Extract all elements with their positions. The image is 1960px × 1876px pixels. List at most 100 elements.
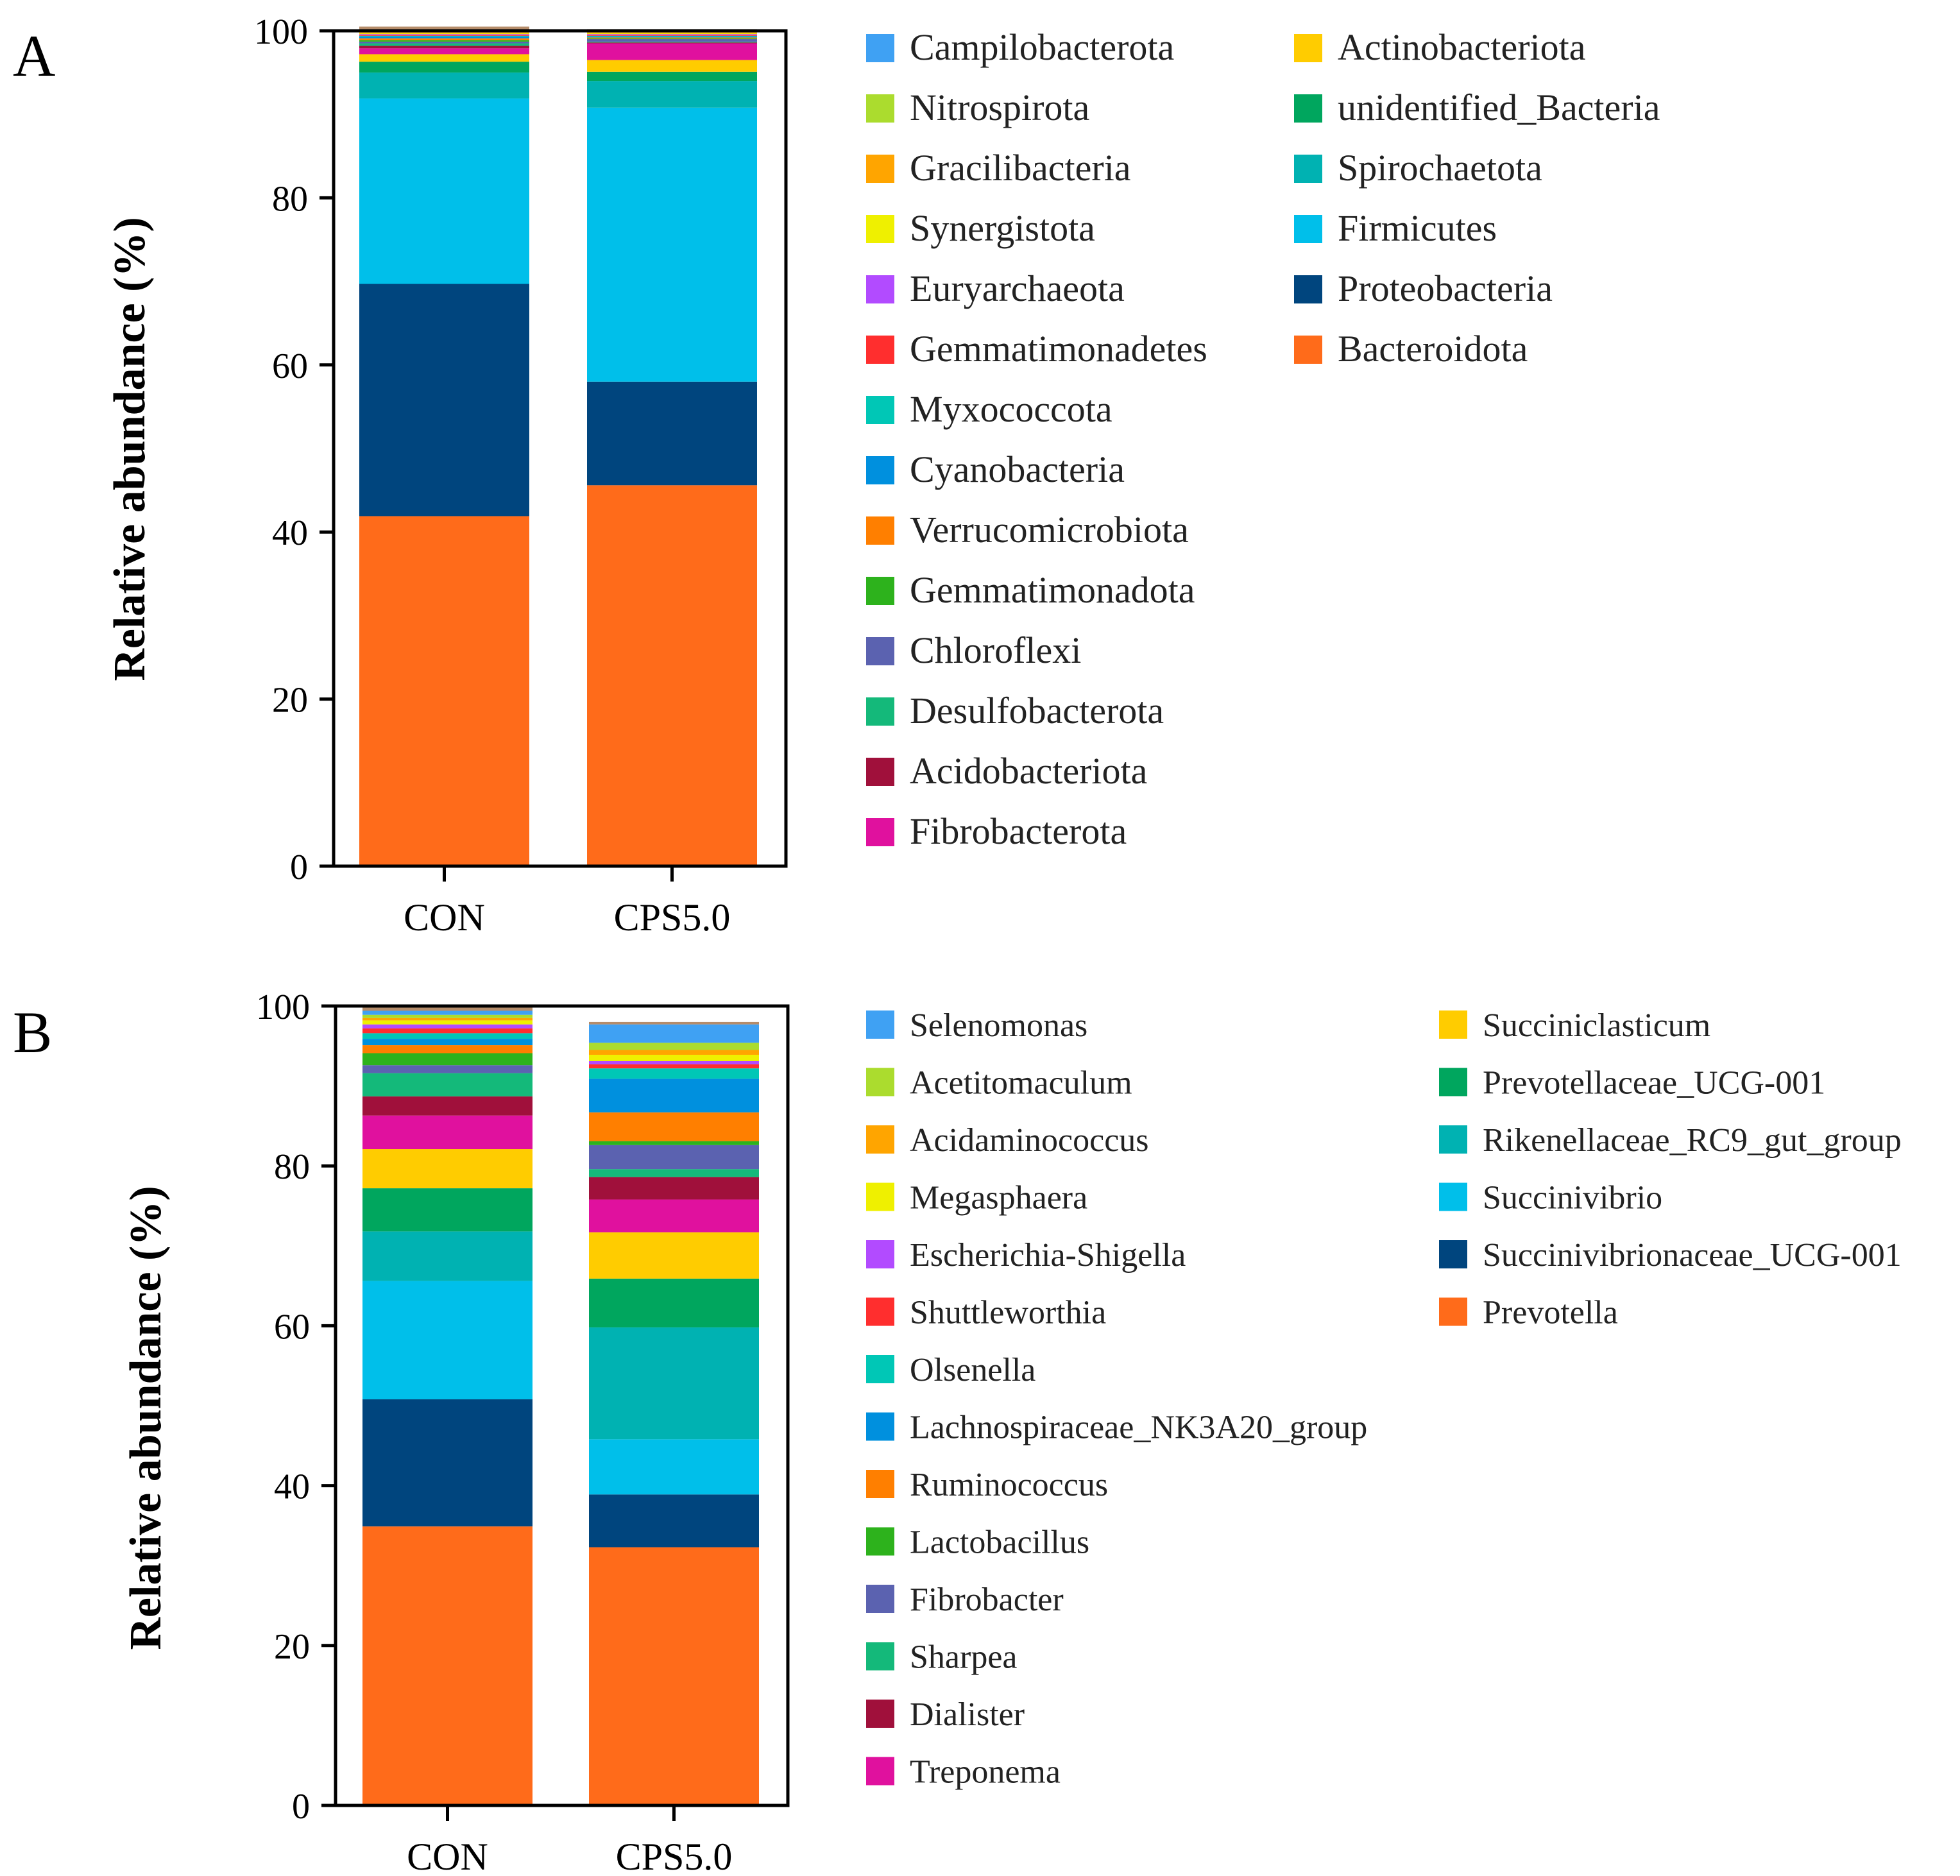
panel-a-bar-con-bacteroidota	[359, 516, 529, 866]
panel-a-bar-cps5-0-gemmatimonadetes	[587, 35, 757, 36]
panel-a-bar-con-chloroflexi	[359, 41, 529, 44]
panel-b-bar-con-ruminococcus	[362, 1045, 533, 1053]
panel-b-legend-label: Dialister	[910, 1696, 1025, 1733]
panel-a-x-tick-label: CON	[404, 896, 485, 939]
panel-b-legend-label: Acetitomaculum	[910, 1065, 1132, 1102]
panel-b-legend-swatch	[866, 1527, 894, 1556]
panel-b-legend-swatch	[1439, 1068, 1467, 1096]
panel-b-bar-con-succiniclasticum	[362, 1149, 533, 1189]
panel-b-legend-swatch	[866, 1068, 894, 1096]
panel-a-legend-swatch	[1294, 215, 1322, 243]
panel-b-legend-label: Succinivibrio	[1483, 1180, 1662, 1216]
panel-b-legend-swatch	[866, 1125, 894, 1154]
panel-a-legend-swatch	[866, 396, 894, 424]
panel-a-bar-con-spirochaetota	[359, 72, 529, 99]
panel-b-bar-con-treponema	[362, 1115, 533, 1150]
panel-a-legend-label: Fibrobacterota	[910, 810, 1127, 852]
panel-b-bar-cps5-0-selenomonas	[589, 1024, 759, 1043]
panel-a-legend-swatch	[866, 456, 894, 484]
panel-a-bar-con-acidobacteriota	[359, 46, 529, 49]
panel-b-bar-cps5-0-treponema	[589, 1199, 759, 1232]
panel-a-bar-cps5-0-synergistota	[587, 33, 757, 35]
panel-b-bar-cps5-0-fibrobacter	[589, 1145, 759, 1170]
panel-a-legend-label: Gemmatimonadota	[910, 569, 1195, 611]
panel-a-bar-con-cyanobacteria	[359, 37, 529, 38]
panel-b-bar-con-succinivibrionaceae-ucg-001	[362, 1399, 533, 1527]
panel-a-legend-label: Actinobacteriota	[1338, 26, 1586, 68]
panel-b-bar-con-prevotellaceae-ucg-001	[362, 1188, 533, 1232]
panel-a-bar-con-others	[359, 26, 529, 31]
panel-b-bar-cps5-0-succinivibrionaceae-ucg-001	[589, 1494, 759, 1548]
panel-a-legend-swatch	[866, 637, 894, 665]
panel-a-legend-label: Acidobacteriota	[910, 750, 1147, 792]
panel-a-legend-swatch	[866, 577, 894, 605]
panel-a-bar-con-myxococcota	[359, 35, 529, 37]
panel-b-legend-swatch	[1439, 1297, 1467, 1326]
panel-b-y-tick-label: 100	[256, 987, 310, 1027]
panel-a-legend-label: Myxococcota	[910, 388, 1112, 430]
panel-b-bar-con-others	[362, 1006, 533, 1011]
panel-a-y-tick-label: 0	[290, 848, 308, 887]
panel-a-legend-label: Chloroflexi	[910, 629, 1081, 671]
panel-a-bar-cps5-0-gemmatimonadota	[587, 38, 757, 40]
panel-a-legend-swatch	[1294, 94, 1322, 123]
panel-b-legend-swatch	[866, 1585, 894, 1613]
panel-b-bar-cps5-0-megasphaera	[589, 1055, 759, 1061]
panel-b: B Relative abundance (%) 0 20 40 60 80 100 CO…	[13, 987, 1902, 1876]
panel-a-bar-con-desulfobacterota	[359, 43, 529, 46]
panel-a-bar-cps5-0-chloroflexi	[587, 39, 757, 42]
panel-b-letter: B	[13, 1000, 52, 1065]
panel-a-legend-swatch	[866, 94, 894, 123]
panel-a-legend-label: Synergistota	[910, 207, 1095, 249]
panel-b-bar-con-fibrobacter	[362, 1065, 533, 1073]
panel-b-bar-con-acetitomaculum	[362, 1014, 533, 1018]
panel-b-bar-cps5-0-rikenellaceae-rc9-gut-group	[589, 1327, 759, 1440]
panel-a-bars	[359, 26, 757, 866]
panel-a-legend-swatch	[866, 336, 894, 364]
panel-b-legend-swatch	[866, 1010, 894, 1039]
panel-b-bar-con-rikenellaceae-rc9-gut-group	[362, 1231, 533, 1281]
panel-a-bar-cps5-0-myxococcota	[587, 35, 757, 37]
panel-a-legend-label: Verrucomicrobiota	[910, 509, 1189, 550]
panel-a-bar-cps5-0-firmicutes	[587, 107, 757, 382]
panel-a-legend-swatch	[1294, 155, 1322, 183]
panel-b-legend-label: Fibrobacter	[910, 1582, 1064, 1618]
panel-b-legend-label: Lachnospiraceae_NK3A20_group	[910, 1410, 1367, 1446]
panel-a-bar-con-synergistota	[359, 33, 529, 35]
panel-a-bar-cps5-0-euryarchaeota	[587, 34, 757, 35]
panel-b-legend-swatch	[1439, 1010, 1467, 1039]
panel-a-y-tick-label: 100	[254, 12, 308, 52]
panel-b-legend-label: Acidaminococcus	[910, 1122, 1149, 1159]
panel-b-legend-label: Lactobacillus	[910, 1524, 1089, 1561]
panel-a-bar-con-fibrobacterota	[359, 48, 529, 55]
panel-a-legend-label: unidentified_Bacteria	[1338, 87, 1660, 128]
panel-a-x-tick-label: CPS5.0	[614, 896, 731, 939]
panel-b-legend-swatch	[866, 1642, 894, 1671]
panel-b-legend-label: Sharpea	[910, 1639, 1017, 1676]
panel-b-bar-cps5-0-acetitomaculum	[589, 1043, 759, 1050]
panel-b-legend-swatch	[866, 1757, 894, 1786]
panel-a-bar-cps5-0-proteobacteria	[587, 381, 757, 486]
panel-b-y-tick-label: 80	[274, 1147, 310, 1187]
panel-a-bar-con-euryarchaeota	[359, 34, 529, 35]
panel-a-x-tick-labels: CON CPS5.0	[404, 866, 730, 939]
panel-a-legend-label: Spirochaetota	[1338, 147, 1542, 189]
panel-b-bar-cps5-0-lactobacillus	[589, 1141, 759, 1145]
panel-b-y-tick-label: 60	[274, 1307, 310, 1347]
panel-b-legend-swatch	[1439, 1240, 1467, 1268]
panel-b-legend-label: Selenomonas	[910, 1007, 1087, 1044]
panel-b-legend-label: Succiniclasticum	[1483, 1007, 1710, 1044]
panel-a-legend: Campilobacterota Nitrospirota Gracilibacte…	[866, 26, 1660, 852]
panel-a-y-tick-label: 80	[272, 179, 308, 219]
panel-b-bar-cps5-0-dialister	[589, 1177, 759, 1200]
panel-a-legend-swatch	[866, 275, 894, 303]
panel-a-legend-label: Firmicutes	[1338, 207, 1497, 249]
panel-a-bar-con-proteobacteria	[359, 284, 529, 516]
panel-a-bar-cps5-0-actinobacteriota	[587, 60, 757, 72]
panel-b-bar-cps5-0-ruminococcus	[589, 1112, 759, 1141]
panel-b-bar-cps5-0-olsenella	[589, 1068, 759, 1079]
panel-b-legend-label: Prevotella	[1483, 1295, 1618, 1331]
panel-a-legend-label: Nitrospirota	[910, 87, 1089, 128]
panel-b-legend-label: Rikenellaceae_RC9_gut_group	[1483, 1122, 1902, 1159]
panel-b-legend-label: Succinivibrionaceae_UCG-001	[1483, 1237, 1902, 1274]
